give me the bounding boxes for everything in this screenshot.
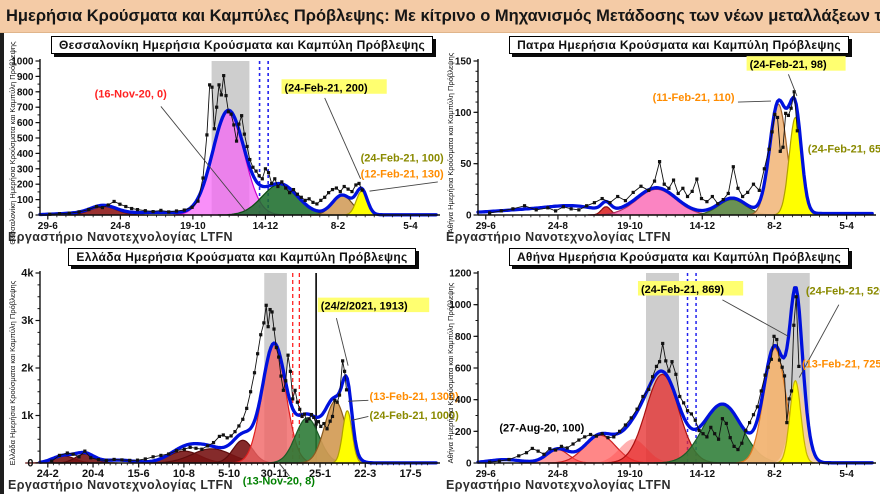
title-row: Αθήνα Ημερήσια Κρούσματα και Καμπύλη Πρό… <box>444 248 878 268</box>
svg-text:0: 0 <box>28 211 34 222</box>
svg-text:(24-Feb-21, 65): (24-Feb-21, 65) <box>808 143 880 155</box>
svg-text:24-8: 24-8 <box>548 469 568 480</box>
svg-text:14-12: 14-12 <box>253 221 279 232</box>
svg-text:8-2: 8-2 <box>767 221 782 232</box>
svg-text:(24-Feb-21, 98): (24-Feb-21, 98) <box>750 59 827 71</box>
svg-text:3k: 3k <box>21 315 34 327</box>
lab-credit-thessaloniki: Εργαστήριο Νανοτεχνολογίας LTFN <box>8 230 233 244</box>
svg-text:24-8: 24-8 <box>110 221 130 232</box>
svg-text:(27-Aug-20, 100): (27-Aug-20, 100) <box>499 423 584 435</box>
svg-text:14-12: 14-12 <box>689 469 715 480</box>
svg-text:1000: 1000 <box>11 57 34 68</box>
svg-text:100: 100 <box>455 108 472 119</box>
title-row: Θεσσαλονίκη Ημερήσια Κρούσματα και Καμπύ… <box>6 36 442 56</box>
svg-text:29-6: 29-6 <box>476 221 496 232</box>
svg-text:700: 700 <box>17 103 34 114</box>
svg-text:4k: 4k <box>21 268 34 280</box>
svg-text:1000: 1000 <box>449 300 472 311</box>
svg-text:(13-Feb-21, 725): (13-Feb-21, 725) <box>802 358 880 370</box>
svg-text:25-1: 25-1 <box>309 468 331 480</box>
svg-text:15-6: 15-6 <box>128 468 150 480</box>
svg-text:(13-Feb-21, 1300): (13-Feb-21, 1300) <box>370 391 460 403</box>
plot-area-patra: Αθήνα Ημερήσια Κρούσματα και Καμπύλη Πρό… <box>444 53 880 234</box>
page-title: Ημερήσια Κρούσματα και Καμπύλες Πρόβλεψη… <box>0 0 880 33</box>
svg-text:150: 150 <box>455 57 472 68</box>
svg-text:0: 0 <box>466 211 472 222</box>
svg-text:2k: 2k <box>21 363 34 375</box>
svg-text:800: 800 <box>17 87 34 98</box>
svg-text:10-8: 10-8 <box>173 468 195 480</box>
chart-title-thessaloniki: Θεσσαλονίκη Ημερήσια Κρούσματα και Καμπύ… <box>50 36 434 54</box>
svg-text:(16-Nov-20, 0): (16-Nov-20, 0) <box>95 88 167 100</box>
svg-text:600: 600 <box>17 118 34 129</box>
chart-canvas-patra: 0 50 100 150 29-6 24-8 19-10 14-12 8-2 5-4 (24-Feb… <box>455 56 880 232</box>
svg-text:600: 600 <box>455 364 472 375</box>
chart-canvas-athina: 0 200 400 600 800 1000 1200 29-6 24-8 19-10 14-12 8… <box>449 269 880 481</box>
svg-text:(24-Feb-21, 100): (24-Feb-21, 100) <box>361 152 444 164</box>
svg-text:5-4: 5-4 <box>403 221 418 232</box>
svg-text:19-10: 19-10 <box>617 221 643 232</box>
chart-title-patra: Πατρα Ημερήσια Κρούσματα και Καμπύλη Πρό… <box>509 36 849 54</box>
svg-text:400: 400 <box>17 149 34 160</box>
svg-text:300: 300 <box>17 164 34 175</box>
plot-area-ellada: Ελλάδα Ημερήσια Κρούσματα και Καμπύλη Πρ… <box>6 268 459 488</box>
svg-text:0: 0 <box>466 459 472 470</box>
panel-ellada: Ελλάδα Ημερήσια Κρούσματα και Καμπύλη Πρ… <box>6 248 459 494</box>
svg-text:8-2: 8-2 <box>767 469 782 480</box>
svg-text:5-10: 5-10 <box>218 468 240 480</box>
svg-text:22-3: 22-3 <box>354 468 376 480</box>
svg-text:200: 200 <box>455 427 472 438</box>
svg-text:(11-Feb-21, 110): (11-Feb-21, 110) <box>653 92 735 104</box>
svg-text:(24-Feb-21, 200): (24-Feb-21, 200) <box>285 82 368 94</box>
svg-text:24-2: 24-2 <box>37 468 59 480</box>
svg-text:900: 900 <box>17 72 34 83</box>
svg-text:50: 50 <box>460 159 472 170</box>
chart-canvas-ellada: 0 1k 2k 3k 4k 24-2 20-4 15-6 10-8 5-10 30-11 25-1 22… <box>21 268 459 488</box>
svg-text:8-2: 8-2 <box>331 221 346 232</box>
panel-thessaloniki: Θεσσαλονίκη Ημερήσια Κρούσματα και Καμπύ… <box>6 36 444 246</box>
lab-credit-ellada: Εργαστήριο Νανοτεχνολογίας LTFN <box>8 478 233 492</box>
svg-text:5-4: 5-4 <box>839 469 854 480</box>
left-edge-strip <box>0 33 4 494</box>
svg-text:20-4: 20-4 <box>82 468 105 480</box>
svg-text:200: 200 <box>17 180 34 191</box>
svg-text:5-4: 5-4 <box>839 221 854 232</box>
svg-text:29-6: 29-6 <box>476 469 496 480</box>
title-row: Πατρα Ημερήσια Κρούσματα και Καμπύλη Πρό… <box>444 36 878 56</box>
svg-text:1200: 1200 <box>449 269 472 280</box>
svg-text:(24-Feb-21, 520): (24-Feb-21, 520) <box>806 286 880 298</box>
panel-athina: Αθήνα Ημερήσια Κρούσματα και Καμπύλη Πρό… <box>444 248 880 494</box>
chart-canvas-thessaloniki: 0 100 200 300 400 500 600 700 800 900 1000 29-6 24-8… <box>11 57 444 233</box>
svg-text:17-5: 17-5 <box>399 468 421 480</box>
svg-text:500: 500 <box>17 134 34 145</box>
svg-text:(24/2/2021, 1913): (24/2/2021, 1913) <box>321 301 408 313</box>
lab-credit-patra: Εργαστήριο Νανοτεχνολογίας LTFN <box>446 230 671 244</box>
svg-text:0: 0 <box>27 458 33 470</box>
svg-text:(24-Feb-21, 869): (24-Feb-21, 869) <box>641 284 724 296</box>
chart-title-athina: Αθήνα Ημερήσια Κρούσματα και Καμπύλη Πρό… <box>508 248 850 266</box>
lab-credit-athina: Εργαστήριο Νανοτεχνολογίας LTFN <box>446 478 671 492</box>
svg-text:(24-Feb-21, 1000): (24-Feb-21, 1000) <box>370 410 460 422</box>
chart-title-ellada: Ελλάδα Ημερήσια Κρούσματα και Καμπύλη Πρ… <box>68 248 416 266</box>
title-row: Ελλάδα Ημερήσια Κρούσματα και Καμπύλη Πρ… <box>6 248 442 268</box>
svg-text:(13-Nov-20, 8): (13-Nov-20, 8) <box>243 475 315 487</box>
plot-area-thessaloniki: Θεσσαλονίκη Ημερήσια Κρούσματα και Καμπύ… <box>6 41 444 244</box>
svg-text:19-10: 19-10 <box>180 221 206 232</box>
svg-text:30-11: 30-11 <box>261 468 289 480</box>
svg-text:29-6: 29-6 <box>38 221 58 232</box>
svg-text:19-10: 19-10 <box>617 469 643 480</box>
svg-text:1k: 1k <box>21 410 34 422</box>
svg-text:100: 100 <box>17 195 34 206</box>
svg-text:800: 800 <box>455 332 472 343</box>
plot-area-athina: Αθήνα Ημερήσια Κρούσματα και Καμπύλη Πρό… <box>444 268 880 481</box>
svg-text:24-8: 24-8 <box>548 221 568 232</box>
svg-text:14-12: 14-12 <box>689 221 715 232</box>
svg-text:400: 400 <box>455 395 472 406</box>
panel-patra: Πατρα Ημερήσια Κρούσματα και Καμπύλη Πρό… <box>444 36 880 246</box>
svg-text:(12-Feb-21, 130): (12-Feb-21, 130) <box>361 169 444 181</box>
